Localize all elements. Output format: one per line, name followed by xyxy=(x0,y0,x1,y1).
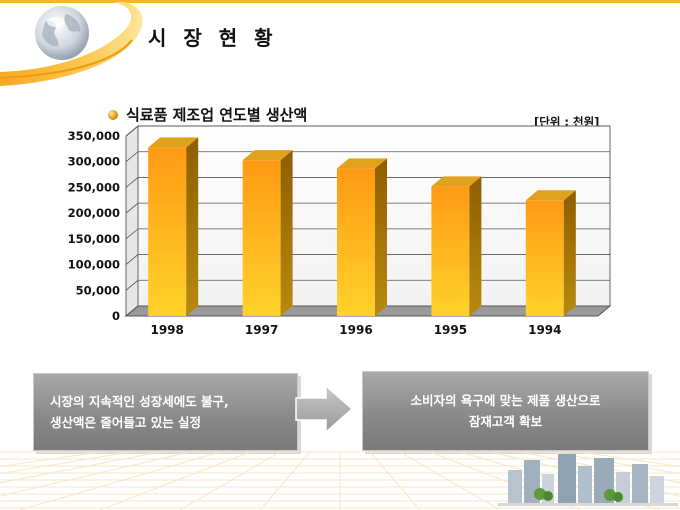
bar-top xyxy=(242,150,293,161)
top-accent-line xyxy=(0,0,680,3)
y-tick-label: 200,000 xyxy=(68,206,120,220)
callout-left-line-1: 시장의 지속적인 성장세에도 불구, xyxy=(50,394,229,409)
y-tick-label: 100,000 xyxy=(68,258,120,272)
city-skyline-icon xyxy=(498,454,678,506)
gridline xyxy=(125,151,610,163)
arrow-right-icon xyxy=(295,384,354,434)
page-title: 시 장 현 황 xyxy=(148,26,278,50)
x-tick-label: 1995 xyxy=(434,323,467,337)
bar-side xyxy=(563,190,576,316)
chart-side-wall xyxy=(125,124,139,318)
y-tick-label: 50,000 xyxy=(76,283,120,297)
bar-front xyxy=(525,200,564,316)
callout-right-line-2: 잠재고객 확보 xyxy=(468,414,543,429)
bar-1996 xyxy=(337,158,387,316)
bar-1995 xyxy=(431,176,482,316)
bar-side xyxy=(280,150,293,316)
x-tick-label: 1998 xyxy=(150,323,183,337)
bar-1994 xyxy=(525,190,576,316)
bar-top xyxy=(337,158,387,169)
chart-title: 식료품 제조업 연도별 생산액 xyxy=(126,106,308,124)
y-tick-label: 0 xyxy=(112,309,120,323)
callout-strategy: 소비자의 욕구에 맞는 제품 생산으로 잠재고객 확보 xyxy=(362,371,649,451)
y-tick-label: 300,000 xyxy=(68,155,120,169)
gridline xyxy=(125,125,610,137)
bar-top xyxy=(431,176,482,187)
callout-market-decline: 시장의 지속적인 성장세에도 불구, 생산액은 줄어들고 있는 실정 xyxy=(33,373,298,451)
bar-1997 xyxy=(242,150,293,316)
y-tick-label: 350,000 xyxy=(68,129,120,143)
chart-title-row: 식료품 제조업 연도별 생산액 xyxy=(108,104,307,125)
decorative-swoosh xyxy=(0,2,143,86)
bar-side xyxy=(186,137,199,316)
bar-front xyxy=(148,147,187,316)
bullet-icon xyxy=(108,109,118,120)
globe-icon xyxy=(35,6,89,60)
y-tick-label: 250,000 xyxy=(68,180,120,194)
bar-top xyxy=(525,190,576,201)
callout-left-line-2: 생산액은 줄어들고 있는 실정 xyxy=(50,415,202,430)
y-tick-label: 150,000 xyxy=(68,232,120,246)
bar-1998 xyxy=(148,137,199,316)
bar-top xyxy=(148,137,199,148)
x-tick-label: 1997 xyxy=(245,323,278,337)
bar-side xyxy=(469,176,482,316)
bar-front xyxy=(337,168,375,316)
bar-front xyxy=(242,160,281,316)
x-tick-label: 1994 xyxy=(528,323,561,337)
x-tick-label: 1996 xyxy=(339,323,372,337)
bar-front xyxy=(431,186,470,316)
bar-side xyxy=(375,158,387,316)
bar-chart: 0 50,000 100,000 150,000 200,000 250,000 300,0… xyxy=(68,124,612,337)
callout-right-line-1: 소비자의 욕구에 맞는 제품 생산으로 xyxy=(410,393,601,408)
